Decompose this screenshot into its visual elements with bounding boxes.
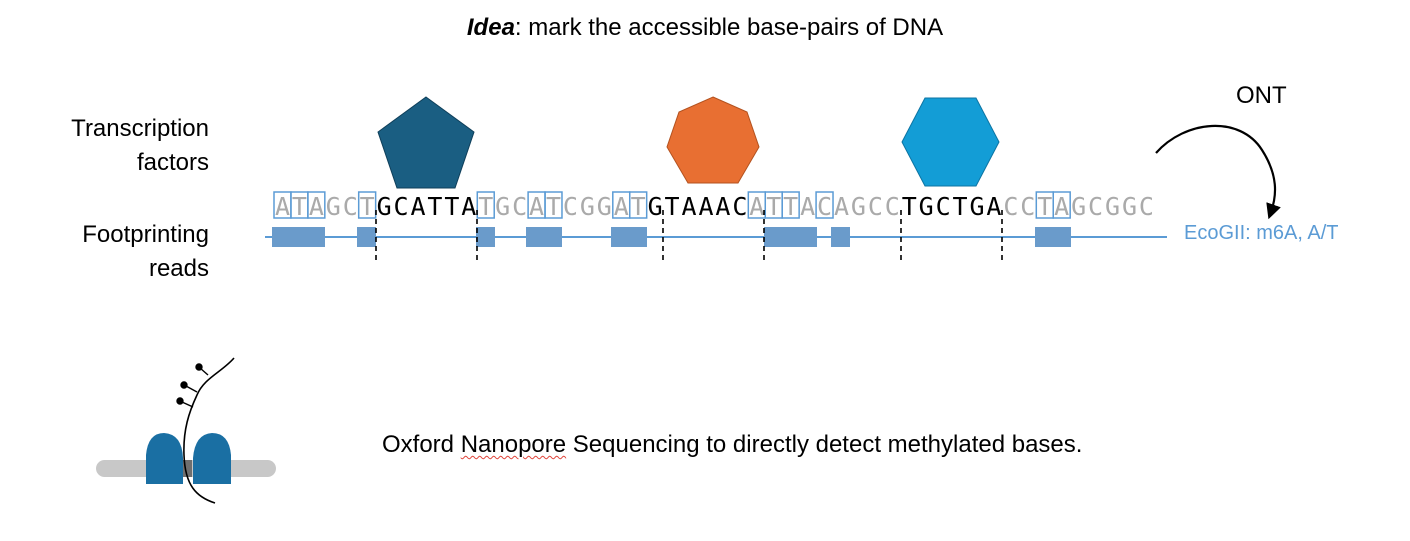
protected-base: T (427, 192, 442, 221)
accessible-base: T (546, 192, 561, 221)
methylated-block (526, 227, 562, 247)
methylated-block (272, 227, 325, 247)
ont-curved-arrow (1155, 124, 1281, 220)
protected-base: T (444, 192, 459, 221)
protected-base: A (715, 192, 730, 221)
heptagon-transcription-factor (666, 96, 760, 184)
methylated-block (611, 227, 647, 247)
protected-base: A (986, 192, 1001, 221)
protected-base: C (394, 192, 409, 221)
accessible-base: A (309, 192, 324, 221)
accessible-base: C (1020, 192, 1035, 221)
accessible-base: T (292, 192, 307, 221)
methylation-site-box (781, 191, 800, 219)
accessible-base: C (343, 192, 358, 221)
footprinting-reads-label: Footprinting reads (82, 221, 209, 282)
protected-base: A (681, 192, 696, 221)
enzyme-label: EcoGII: m6A, A/T (1184, 222, 1339, 244)
protected-base: C (732, 192, 747, 221)
methylation-site-box (357, 191, 377, 219)
accessible-base: T (783, 192, 798, 221)
accessible-base: C (817, 192, 832, 221)
methyl-marks (176, 363, 209, 408)
protected-base: C (936, 192, 951, 221)
accessible-base: G (580, 192, 595, 221)
accessible-base: A (749, 192, 764, 221)
methylated-block (831, 227, 850, 247)
protected-base: A (461, 192, 476, 221)
protected-base: G (919, 192, 934, 221)
methylation-blocks (272, 227, 1071, 247)
nanopore-caption: Oxford Nanopore Sequencing to directly d… (382, 431, 1083, 458)
accessible-base: A (614, 192, 629, 221)
accessible-base: A (275, 192, 290, 221)
accessible-base: G (851, 192, 866, 221)
protected-base: G (377, 192, 392, 221)
accessible-base: A (800, 192, 815, 221)
accessible-base: C (885, 192, 900, 221)
methylated-block (764, 227, 817, 247)
protected-base: G (969, 192, 984, 221)
accessible-base: G (495, 192, 510, 221)
accessible-base: C (868, 192, 883, 221)
accessible-base: A (1054, 192, 1069, 221)
accessible-base: G (1122, 192, 1137, 221)
accessible-base: C (1139, 192, 1154, 221)
accessible-base: G (597, 192, 612, 221)
pore-right-lobe (193, 433, 231, 484)
accessible-base: A (834, 192, 849, 221)
methylation-site-box (307, 191, 326, 219)
protected-base: A (698, 192, 713, 221)
accessible-base: T (478, 192, 493, 221)
accessible-base: T (1037, 192, 1052, 221)
accessible-base: G (1105, 192, 1120, 221)
pore-left-lobe (146, 433, 183, 484)
accessible-base: G (1071, 192, 1086, 221)
protected-base: T (665, 192, 680, 221)
accessible-base: A (529, 192, 544, 221)
page-title: Idea: mark the accessible base-pairs of … (466, 14, 944, 41)
dna-strand (183, 357, 235, 504)
methylated-block (476, 227, 495, 247)
accessible-base: C (1003, 192, 1018, 221)
methylation-site-box (628, 191, 648, 219)
accessible-base: T (360, 192, 375, 221)
methylation-site-box (815, 191, 834, 219)
protected-base: G (648, 192, 663, 221)
accessible-base: T (631, 192, 646, 221)
methylated-block (357, 227, 376, 247)
methylation-site-box (476, 191, 495, 219)
protected-base: T (902, 192, 917, 221)
methylated-block (1035, 227, 1071, 247)
methylation-site-box (1052, 191, 1071, 219)
accessible-base: C (563, 192, 578, 221)
nanopore-illustration (96, 357, 276, 504)
accessible-base: C (1088, 192, 1103, 221)
protected-base: T (953, 192, 968, 221)
accessible-base: T (766, 192, 781, 221)
hexagon-transcription-factor (901, 97, 1000, 187)
accessible-base: G (326, 192, 341, 221)
protected-base: A (410, 192, 425, 221)
methylation-site-box (544, 191, 563, 219)
ont-label: ONT (1236, 82, 1287, 109)
pentagon-transcription-factor (377, 96, 475, 189)
transcription-factors-label: Transcription factors (71, 115, 209, 176)
accessible-base: C (512, 192, 527, 221)
